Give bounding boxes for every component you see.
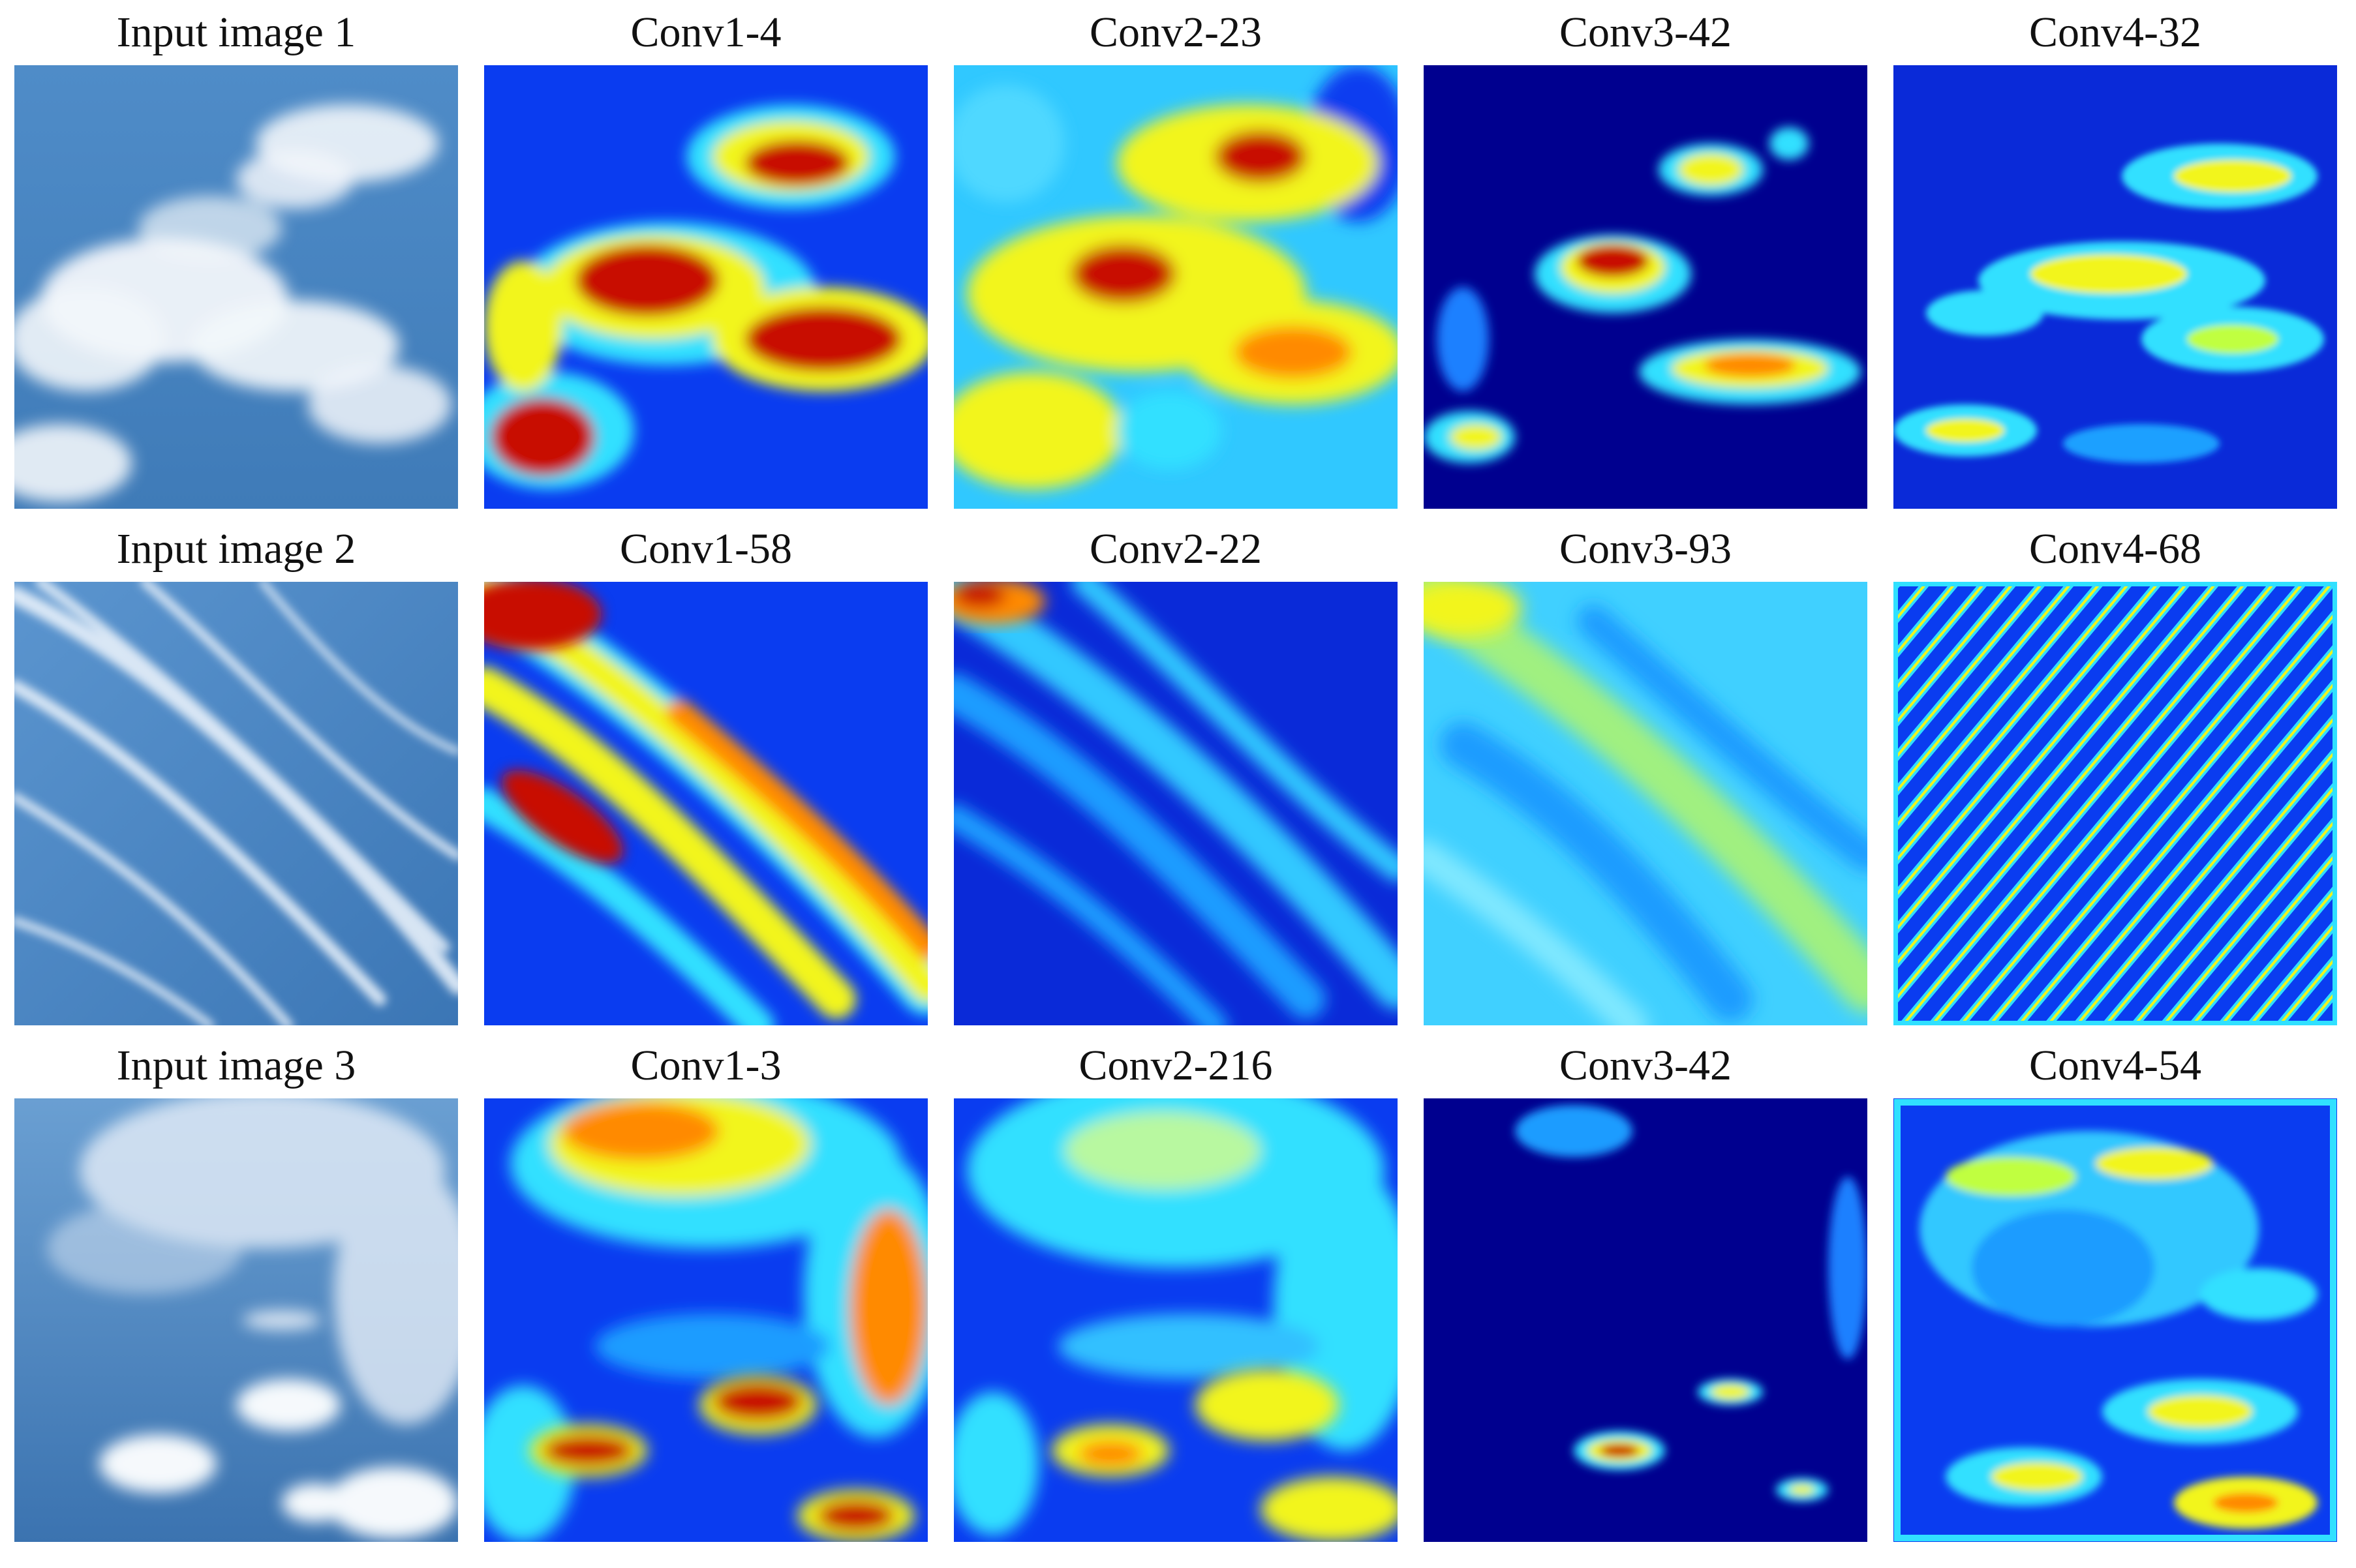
- cell-feature-map-1-1: Conv1-4: [484, 0, 928, 509]
- heatmap-icon: [1424, 1098, 1867, 1542]
- panel-caption: Conv1-58: [620, 525, 792, 573]
- panel-caption: Input image 1: [116, 8, 356, 56]
- heatmap-icon: [954, 1098, 1398, 1542]
- cell-input-image-1: Input image 1: [14, 0, 458, 509]
- cell-feature-map-3-3: Conv3-42: [1424, 1033, 1867, 1542]
- panel-caption: Conv1-3: [630, 1042, 782, 1089]
- cell-feature-map-1-3: Conv3-42: [1424, 0, 1867, 509]
- sky-photo-icon: [14, 1098, 458, 1542]
- cell-feature-map-2-3: Conv3-93: [1424, 517, 1867, 1025]
- cell-input-image-3: Input image 3: [14, 1033, 458, 1542]
- heatmap-icon: [954, 582, 1398, 1025]
- heatmap-icon: [1893, 582, 2337, 1025]
- heatmap-icon: [1424, 65, 1867, 509]
- panel-caption: Conv3-42: [1559, 8, 1732, 56]
- panel-caption: Input image 2: [116, 525, 356, 573]
- panel-caption: Conv2-216: [1079, 1042, 1273, 1089]
- cell-feature-map-2-2: Conv2-22: [954, 517, 1398, 1025]
- cell-feature-map-2-1: Conv1-58: [484, 517, 928, 1025]
- cell-feature-map-2-4: Conv4-68: [1893, 517, 2337, 1025]
- cell-feature-map-3-1: Conv1-3: [484, 1033, 928, 1542]
- panel-caption: Conv1-4: [630, 8, 782, 56]
- sky-photo-icon: [14, 582, 458, 1025]
- heatmap-icon: [1893, 65, 2337, 509]
- figure-row-3: Input image 3: [0, 1033, 2356, 1542]
- panel-caption: Input image 3: [116, 1042, 356, 1089]
- heatmap-icon: [484, 1098, 928, 1542]
- cell-feature-map-3-2: Conv2-216: [954, 1033, 1398, 1542]
- heatmap-icon: [1893, 1098, 2337, 1542]
- sky-photo-icon: [14, 65, 458, 509]
- panel-caption: Conv2-22: [1090, 525, 1262, 573]
- heatmap-icon: [954, 65, 1398, 509]
- cell-feature-map-3-4: Conv4-54: [1893, 1033, 2337, 1542]
- cell-feature-map-1-4: Conv4-32: [1893, 0, 2337, 509]
- cell-feature-map-1-2: Conv2-23: [954, 0, 1398, 509]
- panel-caption: Conv4-68: [2029, 525, 2201, 573]
- panel-caption: Conv4-32: [2029, 8, 2201, 56]
- figure-row-1: Input image 1: [0, 0, 2356, 509]
- cell-input-image-2: Input image 2: [14, 517, 458, 1025]
- panel-caption: Conv3-93: [1559, 525, 1732, 573]
- figure-row-2: Input image 2: [0, 517, 2356, 1025]
- heatmap-icon: [484, 582, 928, 1025]
- panel-caption: Conv3-42: [1559, 1042, 1732, 1089]
- panel-caption: Conv4-54: [2029, 1042, 2201, 1089]
- panel-caption: Conv2-23: [1090, 8, 1262, 56]
- heatmap-icon: [484, 65, 928, 509]
- heatmap-icon: [1424, 582, 1867, 1025]
